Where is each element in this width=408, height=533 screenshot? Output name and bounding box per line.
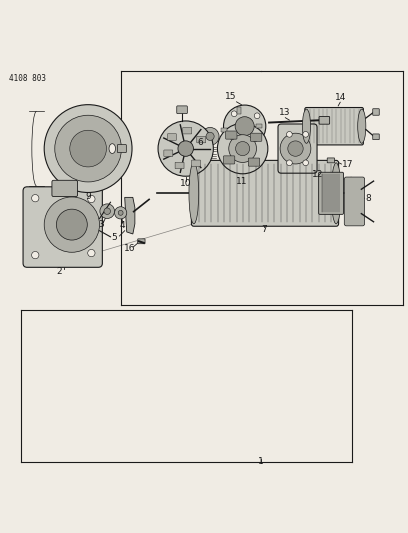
- Circle shape: [115, 207, 127, 219]
- Circle shape: [224, 105, 266, 147]
- Circle shape: [231, 111, 237, 117]
- Text: 13: 13: [279, 108, 290, 117]
- Text: 8: 8: [366, 193, 371, 203]
- FancyBboxPatch shape: [23, 187, 102, 268]
- Circle shape: [286, 160, 292, 166]
- Text: 3: 3: [99, 220, 104, 229]
- Circle shape: [303, 132, 308, 137]
- FancyBboxPatch shape: [138, 239, 145, 244]
- Circle shape: [201, 127, 219, 146]
- Text: 15: 15: [225, 92, 236, 101]
- Ellipse shape: [331, 163, 341, 224]
- Text: 14: 14: [335, 93, 346, 102]
- FancyBboxPatch shape: [224, 156, 235, 164]
- Text: 11: 11: [236, 176, 248, 185]
- Text: 12: 12: [312, 170, 323, 179]
- FancyBboxPatch shape: [278, 124, 317, 173]
- Bar: [237, 107, 242, 114]
- Circle shape: [217, 123, 268, 174]
- Polygon shape: [125, 197, 135, 234]
- Circle shape: [206, 132, 214, 141]
- Circle shape: [100, 204, 115, 219]
- Circle shape: [70, 130, 106, 167]
- Circle shape: [44, 104, 132, 192]
- Circle shape: [288, 141, 303, 156]
- FancyBboxPatch shape: [251, 133, 262, 141]
- FancyBboxPatch shape: [118, 144, 126, 152]
- Circle shape: [104, 208, 111, 214]
- Bar: [256, 124, 262, 128]
- FancyBboxPatch shape: [52, 180, 78, 197]
- Circle shape: [178, 141, 193, 156]
- FancyBboxPatch shape: [175, 162, 184, 169]
- Text: 17: 17: [342, 160, 354, 169]
- Text: 2: 2: [57, 267, 62, 276]
- Circle shape: [235, 142, 250, 156]
- Text: 7: 7: [261, 224, 267, 233]
- Text: 4108 803: 4108 803: [9, 74, 46, 83]
- Circle shape: [118, 211, 123, 215]
- Text: 9: 9: [85, 192, 91, 201]
- Text: 4: 4: [120, 221, 126, 230]
- FancyBboxPatch shape: [373, 109, 379, 115]
- FancyBboxPatch shape: [305, 108, 364, 145]
- FancyBboxPatch shape: [191, 160, 339, 226]
- FancyBboxPatch shape: [373, 134, 379, 140]
- FancyBboxPatch shape: [177, 106, 187, 114]
- Circle shape: [31, 195, 39, 202]
- FancyBboxPatch shape: [164, 150, 173, 157]
- FancyBboxPatch shape: [327, 158, 335, 163]
- Circle shape: [303, 160, 308, 166]
- FancyBboxPatch shape: [319, 172, 344, 214]
- FancyBboxPatch shape: [167, 134, 176, 140]
- Circle shape: [44, 197, 100, 252]
- Text: 1: 1: [258, 457, 264, 466]
- Ellipse shape: [109, 144, 115, 154]
- Text: 10: 10: [180, 179, 191, 188]
- FancyBboxPatch shape: [191, 160, 200, 166]
- FancyBboxPatch shape: [248, 158, 259, 166]
- Circle shape: [158, 121, 213, 176]
- Bar: [221, 128, 227, 132]
- Text: 5: 5: [112, 233, 118, 242]
- Circle shape: [286, 132, 292, 137]
- Circle shape: [235, 117, 254, 136]
- Circle shape: [229, 134, 235, 140]
- Circle shape: [88, 195, 95, 203]
- FancyBboxPatch shape: [183, 127, 192, 134]
- FancyBboxPatch shape: [344, 177, 365, 226]
- FancyBboxPatch shape: [226, 131, 237, 139]
- Circle shape: [88, 249, 95, 257]
- Circle shape: [254, 113, 260, 119]
- Circle shape: [31, 252, 39, 259]
- Circle shape: [252, 136, 258, 142]
- Bar: [242, 143, 246, 149]
- Circle shape: [280, 133, 311, 164]
- Circle shape: [229, 135, 257, 163]
- Circle shape: [56, 209, 87, 240]
- Text: 6: 6: [198, 138, 204, 147]
- FancyBboxPatch shape: [197, 136, 206, 143]
- Text: 16: 16: [124, 244, 136, 253]
- FancyBboxPatch shape: [319, 117, 330, 124]
- Ellipse shape: [189, 163, 199, 224]
- Circle shape: [55, 115, 122, 182]
- Ellipse shape: [302, 109, 310, 143]
- Ellipse shape: [358, 109, 366, 143]
